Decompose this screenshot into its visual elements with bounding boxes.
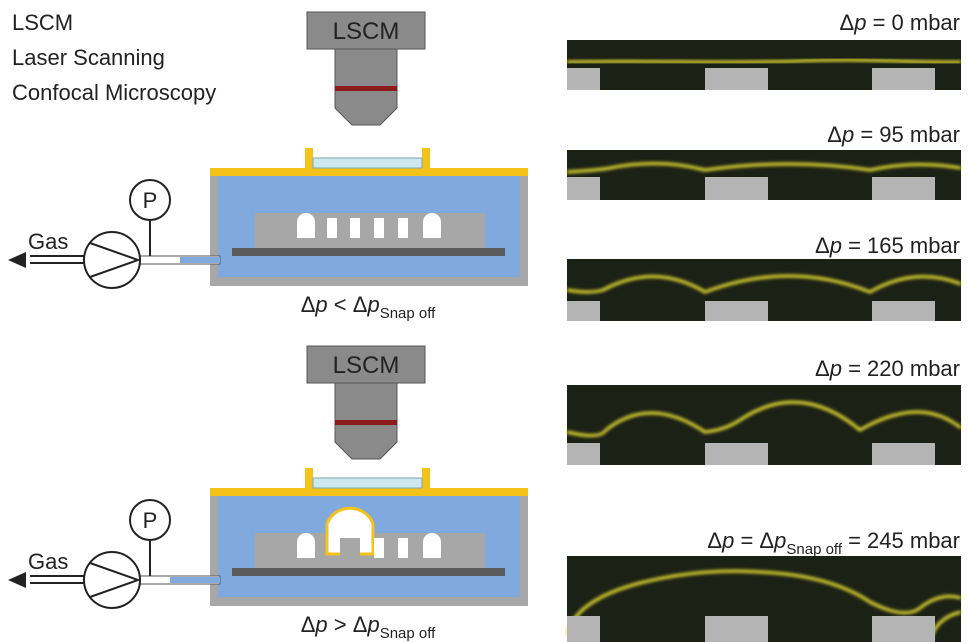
gas-arrow <box>8 572 26 588</box>
header-line: Laser Scanning <box>12 45 165 70</box>
panel-label: Δp = 220 mbar <box>815 356 960 381</box>
text-part: p <box>829 233 842 258</box>
objective-label: LSCM <box>333 352 400 379</box>
panel-label: Δp = 95 mbar <box>827 122 960 147</box>
window <box>313 158 422 168</box>
pillar <box>340 538 360 568</box>
panel-label: Δp = 165 mbar <box>815 233 960 258</box>
text-part: p <box>829 356 842 381</box>
support <box>232 568 505 576</box>
text-part: p <box>314 612 327 637</box>
text-part: Snap off <box>786 541 842 558</box>
setup: LSCM P Gas Δp > ΔpSnap off <box>8 346 528 642</box>
gas-label: Gas <box>28 229 68 254</box>
panel-label: Δp = ΔpSnap off = 245 mbar <box>707 528 960 558</box>
tube-liquid <box>180 257 220 263</box>
gas-label: Gas <box>28 549 68 574</box>
text-part: p <box>841 122 854 147</box>
micrograph <box>567 259 961 321</box>
window <box>313 478 422 488</box>
figure: LSCM Laser Scanning Confocal Microscopy … <box>0 0 971 642</box>
condition: Δp < ΔpSnap off <box>301 292 436 322</box>
pump <box>84 232 140 288</box>
pump <box>84 552 140 608</box>
substrate <box>255 213 485 248</box>
text-part: p <box>773 528 786 553</box>
gas-line <box>30 256 84 263</box>
text-part: = 220 mbar <box>842 356 960 381</box>
text-part: Δ <box>827 122 842 147</box>
laser-line <box>335 86 397 91</box>
text-part: p <box>721 528 734 553</box>
micrograph <box>567 150 961 200</box>
text-part: p <box>366 292 379 317</box>
gas-arrow <box>8 252 26 268</box>
gauge-label: P <box>143 508 158 533</box>
text-part: Δ <box>707 528 722 553</box>
panel-label: Δp = 0 mbar <box>840 10 961 35</box>
micrograph <box>567 40 961 90</box>
page: LSCM Laser Scanning Confocal Microscopy … <box>0 0 971 642</box>
text-part: < Δ <box>328 292 368 317</box>
text-part: Snap off <box>380 305 436 322</box>
header-line: Confocal Microscopy <box>12 80 216 105</box>
text-part: Δ <box>301 292 316 317</box>
text-part: Δ <box>815 233 830 258</box>
text-part: > Δ <box>328 612 368 637</box>
gas-line <box>30 576 84 583</box>
text-part: = 165 mbar <box>842 233 960 258</box>
text-part: = Δ <box>734 528 774 553</box>
text-part: Snap off <box>380 625 436 642</box>
text-part: Δ <box>301 612 316 637</box>
micrograph <box>567 385 961 465</box>
text-part: = 0 mbar <box>866 10 960 35</box>
text-part: p <box>366 612 379 637</box>
tube-liquid <box>170 577 220 583</box>
text-part: Δ <box>815 356 830 381</box>
text-part: = 245 mbar <box>842 528 960 553</box>
laser-line <box>335 420 397 425</box>
condition: Δp > ΔpSnap off <box>301 612 436 642</box>
header-line: LSCM <box>12 10 73 35</box>
support <box>232 248 505 256</box>
gauge-label: P <box>143 188 158 213</box>
text-part: Δ <box>840 10 855 35</box>
text-part: p <box>314 292 327 317</box>
text-part: = 95 mbar <box>854 122 960 147</box>
micrograph <box>567 556 961 642</box>
objective-label: LSCM <box>333 18 400 45</box>
text-part: p <box>853 10 866 35</box>
